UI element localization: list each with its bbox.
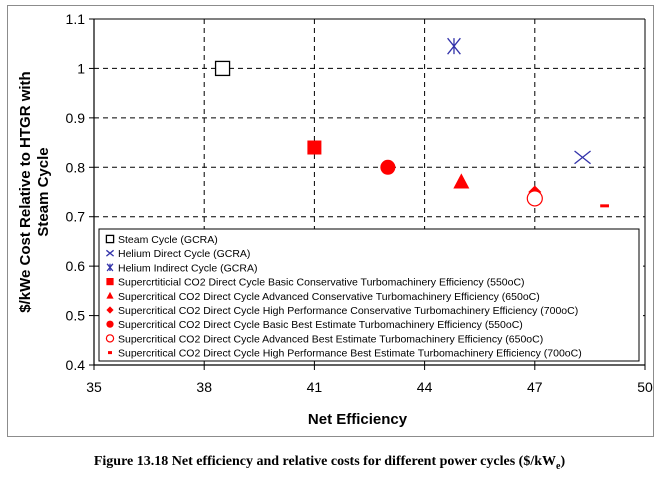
y-tick-label: 0.6 — [66, 258, 86, 274]
legend-marker — [106, 291, 114, 299]
caption-text: Figure 13.18 Net efficiency and relative… — [93, 454, 557, 469]
data-point — [526, 190, 543, 207]
data-point — [380, 159, 396, 175]
legend-entry: Supercritical CO2 Direct Cycle Basic Bes… — [106, 319, 523, 331]
x-tick-label: 35 — [86, 379, 102, 395]
legend-label: Supercritical CO2 Direct Cycle Basic Bes… — [118, 319, 523, 331]
caption-close: ) — [560, 454, 566, 469]
legend-marker — [106, 278, 114, 286]
x-tick-label: 41 — [307, 379, 323, 395]
legend-label: Steam Cycle (GCRA) — [118, 234, 218, 246]
legend-marker — [106, 320, 114, 328]
y-tick-label: 0.4 — [66, 357, 86, 373]
data-point — [307, 140, 322, 155]
legend-entry: Helium Indirect Cycle (GCRA) — [106, 262, 257, 274]
legend-entry: Helium Direct Cycle (GCRA) — [105, 248, 250, 260]
legend-label: Supercrtiticial CO2 Direct Cycle Basic C… — [118, 277, 525, 289]
legend-label: Supercritical CO2 Direct Cycle High Perf… — [118, 348, 582, 360]
legend-marker — [105, 249, 115, 257]
legend-entry: Supercritical CO2 Direct Cycle Advanced … — [105, 333, 543, 345]
y-tick-label: 0.9 — [66, 110, 86, 126]
chart-frame — [7, 5, 654, 437]
y-tick-label: 0.5 — [66, 308, 86, 324]
data-point — [453, 173, 470, 189]
data-point — [600, 204, 609, 208]
legend-box — [98, 228, 640, 362]
x-tick-label: 47 — [527, 379, 543, 395]
x-tick-label: 50 — [637, 379, 653, 395]
x-tick-label: 38 — [196, 379, 212, 395]
legend-label: Supercritical CO2 Direct Cycle Advanced … — [118, 333, 543, 345]
data-point — [574, 150, 591, 165]
legend-entry: Steam Cycle (GCRA) — [105, 234, 218, 246]
y-tick-label: 0.7 — [66, 209, 86, 225]
legend-marker — [105, 234, 115, 244]
y-tick-label: 1.1 — [66, 11, 86, 27]
legend-marker — [105, 334, 115, 343]
legend-entry: Supercritical CO2 Direct Cycle High Perf… — [108, 348, 582, 360]
data-point — [447, 37, 461, 55]
caption-subscript: e — [556, 460, 561, 472]
legend-marker — [108, 351, 112, 355]
legend-entry: Supercritical CO2 Direct Cycle Advanced … — [106, 291, 540, 303]
y-axis-title: $/kWe Cost Relative to HTGR with Steam Cy… — [17, 71, 52, 312]
data-point — [214, 60, 231, 77]
legend-label: Supercritical CO2 Direct Cycle High Perf… — [118, 305, 578, 317]
legend-entry: Supercrtiticial CO2 Direct Cycle Basic C… — [106, 277, 525, 289]
legend-marker — [106, 263, 114, 272]
legend-label: Supercritical CO2 Direct Cycle Advanced … — [118, 291, 540, 303]
x-tick-label: 44 — [417, 379, 433, 395]
y-axis-title-line2: Steam Cycle — [35, 147, 52, 236]
legend-label: Helium Indirect Cycle (GCRA) — [118, 262, 257, 274]
legend-label: Helium Direct Cycle (GCRA) — [118, 248, 250, 260]
x-axis-title: Net Efficiency — [308, 411, 408, 428]
y-axis-title-line1: $/kWe Cost Relative to HTGR with — [17, 71, 34, 312]
chart: 0.4 0.5 0.6 0.7 0.8 0.9 1 1.1 35 38 41 44 47 50 Net Ef… — [17, 11, 653, 428]
legend-marker — [106, 306, 114, 314]
y-tick-label: 1 — [77, 60, 85, 76]
legend-entry: Supercritical CO2 Direct Cycle High Perf… — [106, 305, 578, 317]
figure-caption: Figure 13.18 Net efficiency and relative… — [0, 454, 659, 472]
y-tick-label: 0.8 — [66, 159, 86, 175]
